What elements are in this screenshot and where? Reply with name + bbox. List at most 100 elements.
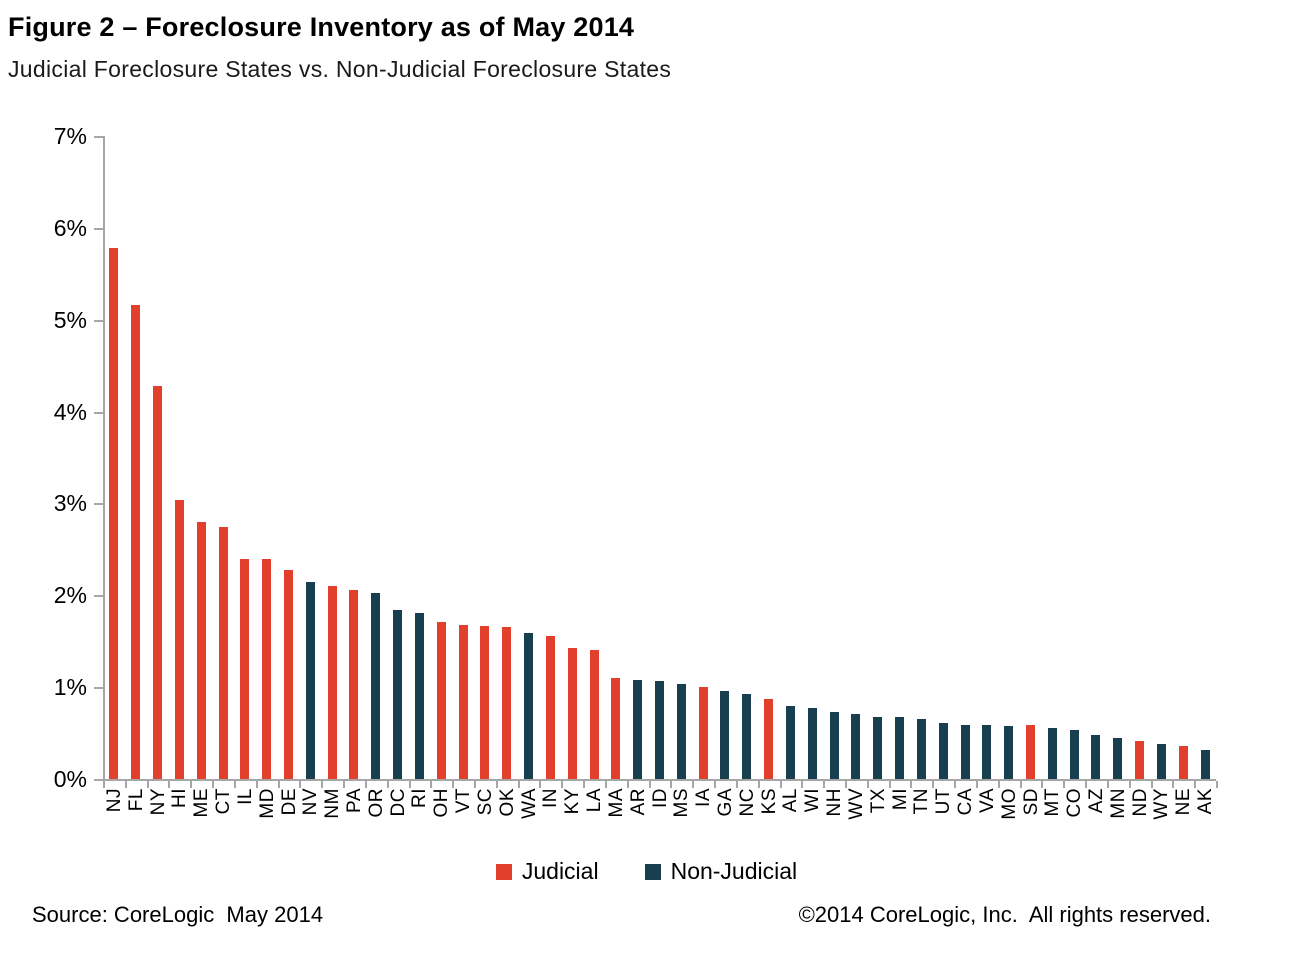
x-axis-label-AL: AL [780,788,802,813]
x-axis-label-AK: AK [1195,788,1217,815]
y-tick-mark [94,227,103,230]
bar-SC [480,625,490,779]
x-tick-mark [1128,781,1131,788]
x-tick-mark [343,781,346,788]
x-axis-label-MA: MA [605,788,627,818]
legend-item-non-judicial: Non-Judicial [644,858,798,885]
x-tick-mark [146,781,149,788]
bar-MD [262,559,272,779]
x-axis-label-NE: NE [1173,788,1195,816]
y-tick-mark [94,779,103,781]
x-axis-label-IL: IL [234,788,256,805]
judicial-swatch-icon [495,863,512,880]
x-axis-label-MI: MI [889,788,911,811]
x-axis-label-WY: WY [1151,788,1173,820]
x-tick-mark [1085,781,1088,788]
x-axis-label-RI: RI [409,788,431,808]
bar-NC [742,694,752,779]
bar-DC [393,609,403,779]
bar-NY [153,385,163,779]
x-tick-mark [866,781,869,788]
bar-OK [502,627,512,779]
x-tick-mark [495,781,498,788]
y-axis-label: 6% [53,214,87,241]
bar-NM [327,586,337,779]
x-axis-label-OK: OK [496,788,518,817]
bar-CO [1069,730,1079,779]
x-axis-label-TN: TN [911,788,933,815]
non-judicial-swatch-icon [644,863,661,880]
x-axis-label-NH: NH [824,788,846,817]
x-axis-label-ND: ND [1129,788,1151,817]
x-tick-mark [975,781,978,788]
x-axis-label-VA: VA [976,788,998,813]
legend-item-judicial: Judicial [495,858,599,885]
x-tick-mark [954,781,957,788]
x-tick-mark [932,781,935,788]
x-axis-label-CO: CO [1064,788,1086,818]
x-tick-mark [1194,781,1197,788]
bar-AL [785,705,795,779]
bar-SD [1026,724,1035,779]
x-tick-mark [583,781,586,788]
y-tick-mark [94,411,103,414]
bar-NJ [109,248,119,779]
x-axis-label-ID: ID [649,788,671,808]
x-axis-label-MT: MT [1042,788,1064,817]
x-axis-label-SC: SC [474,788,496,816]
x-axis-label-PA: PA [343,788,365,813]
x-axis-label-TX: TX [867,788,889,814]
x-tick-mark [255,781,258,788]
legend-label-judicial: Judicial [521,858,599,884]
bar-PA [349,589,359,779]
x-tick-mark [212,781,215,788]
y-tick-mark [94,687,103,690]
bar-IN [545,635,555,779]
x-tick-mark [997,781,1000,788]
x-axis-label-MN: MN [1107,788,1129,819]
x-tick-mark [299,781,302,788]
x-axis-label-VT: VT [453,788,475,814]
x-tick-mark [735,781,738,788]
x-tick-mark [888,781,891,788]
x-tick-mark [801,781,804,788]
y-axis-label: 5% [53,306,87,333]
bar-VT [458,624,468,779]
x-tick-mark [277,781,280,788]
bar-AK [1200,749,1210,779]
y-axis-label: 4% [53,398,87,425]
x-tick-mark [561,781,564,788]
bar-MI [895,716,905,779]
x-axis-label-WV: WV [845,788,867,820]
x-axis-line [103,779,1216,781]
x-axis-label-NY: NY [147,788,169,816]
y-tick-mark [94,595,103,598]
bar-FL [131,305,141,779]
legend-label-non-judicial: Non-Judicial [670,858,798,884]
y-axis-label: 1% [53,674,87,701]
x-tick-mark [474,781,476,788]
x-axis-label-MD: MD [256,788,278,819]
x-tick-mark [124,781,127,788]
source-note: Source: CoreLogic May 2014 [32,902,324,927]
x-axis-label-UT: UT [933,788,955,815]
bar-NV [305,581,315,779]
bar-NH [829,711,839,779]
x-tick-mark [626,781,629,788]
x-axis-label-GA: GA [714,788,736,817]
bar-IL [240,559,250,779]
x-tick-mark [845,781,847,788]
x-axis-label-NC: NC [736,788,758,817]
x-axis-label-IN: IN [540,788,562,808]
x-tick-mark [779,781,782,788]
bar-KS [764,699,774,779]
x-tick-mark [168,781,171,788]
bar-CT [218,527,228,779]
bar-ND [1135,741,1145,779]
x-axis-label-DE: DE [278,788,300,816]
chart-title: Figure 2 – Foreclosure Inventory as of M… [8,12,635,42]
x-axis-label-DC: DC [387,788,409,817]
x-axis-label-KY: KY [562,788,584,815]
bar-MT [1047,728,1057,779]
